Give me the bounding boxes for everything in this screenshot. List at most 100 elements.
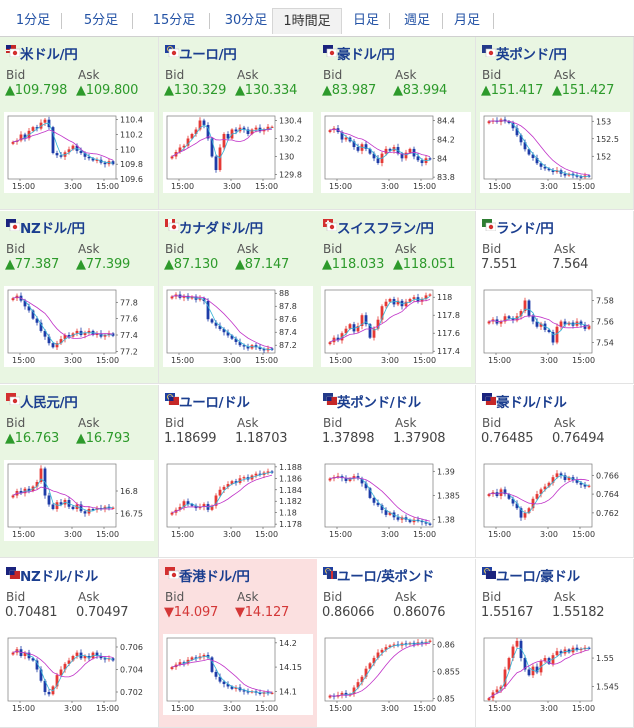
pair-name-link[interactable]: ユーロ/円 [179,47,237,63]
y-tick-label: 1.385 [437,492,460,501]
ma-slow-line [488,478,590,505]
candle [31,125,35,133]
candle [226,131,230,141]
candle [23,132,27,142]
tab-8[interactable]: 月足 [453,13,480,28]
candlestick-chart[interactable]: 1.188 1.186 1.184 1.182 1.18 1.178 15:00 3:00 15… [163,460,313,541]
pair-name-link[interactable]: NZドル/円 [20,221,85,237]
candle [376,155,380,165]
gb-us-flag-icon [323,393,337,405]
pair-name-link[interactable]: 英ポンド/円 [496,47,567,63]
tab-4[interactable]: 30分足 [224,13,268,28]
candle [67,146,71,155]
x-tick-label: 3:00 [540,530,558,539]
pair-name-link[interactable]: 英ポンド/ドル [337,395,421,411]
candle [43,329,47,340]
candle [242,475,246,482]
y-tick-label: 110.2 [120,131,143,140]
pair-name-link[interactable]: 豪ドル/ドル [496,395,567,411]
candle [234,685,238,692]
candlestick-chart[interactable]: 0.706 0.704 0.702 15:00 3:00 15:00 [4,634,154,715]
pair-name-link[interactable]: スイスフラン/円 [337,221,434,237]
ask-value: 0.86076 [393,605,446,620]
candlestick-chart[interactable]: 110.4 110.2 110 109.8 109.6 15:00 3:00 15:00 [4,112,154,193]
candlestick-chart[interactable]: 14.2 14.15 14.1 15:00 3:00 15:00 [163,634,313,715]
ask-value: 7.564 [552,257,589,272]
candlestick-chart[interactable]: 130.4 130.2 130 129.8 15:00 3:00 15:00 [163,112,313,193]
tab-6[interactable]: 日足 [352,13,379,28]
candlestick-chart[interactable]: 1.55 1.545 15:00 3:00 15:00 [480,634,630,715]
candle [539,321,543,331]
candlestick-chart[interactable]: 7.58 7.56 7.54 15:00 3:00 15:00 [480,286,630,367]
candle [539,487,543,498]
pair-name-link[interactable]: 米ドル/円 [20,47,78,63]
ma-fast-line [171,295,273,350]
ask-label: Ask [395,590,417,604]
y-tick-label: 84 [437,154,447,163]
candle [384,146,388,156]
y-tick-label: 110.4 [120,116,143,125]
tab-3[interactable]: 15分足 [152,13,196,28]
candle [511,316,515,324]
candle [487,119,491,125]
pair-name-link[interactable]: カナダドル/円 [179,221,263,237]
tab-2[interactable]: 5分足 [83,13,119,28]
x-tick-label: 15:00 [96,356,119,365]
candle [222,485,226,494]
candlestick-chart[interactable]: 84.4 84.2 84 83.8 15:00 3:00 15:00 [321,112,471,193]
candle [420,518,424,526]
pair-name-link[interactable]: ランド/円 [496,221,554,237]
y-tick-label: 130.2 [279,135,302,144]
y-tick-label: 87.2 [279,341,297,350]
x-tick-label: 15:00 [329,530,352,539]
x-tick-label: 15:00 [171,356,194,365]
bid-label: Bid [165,242,185,256]
candle [380,648,384,656]
candle [210,656,214,674]
candle [11,651,15,656]
candle [202,118,206,129]
candle [428,157,432,161]
pair-name-link[interactable]: 香港ドル/円 [179,569,250,585]
tab-1[interactable]: 1分足 [15,13,51,28]
pair-name-link[interactable]: ユーロ/ドル [179,395,250,411]
ask-label: Ask [395,68,417,82]
candlestick-chart[interactable]: 1.39 1.385 1.38 15:00 3:00 15:00 [321,460,471,541]
candlestick-chart[interactable]: 88 87.8 87.6 87.4 87.2 15:00 3:00 15:00 [163,286,313,367]
candlestick-chart[interactable]: 153 152.5 152 15:00 3:00 15:00 [480,112,630,193]
candle [400,515,404,524]
candle [214,669,218,680]
pair-name-link[interactable]: ユーロ/豪ドル [496,569,580,585]
candlestick-chart[interactable]: 77.8 77.6 77.4 77.2 15:00 3:00 15:00 [4,286,154,367]
us-jp-flag-icon [6,45,20,57]
hk-jp-flag-icon [165,567,179,579]
y-tick-label: 16.75 [120,510,143,519]
pair-name-link[interactable]: 人民元/円 [20,395,78,411]
ask-label: Ask [237,590,259,604]
candlestick-chart[interactable]: 118 117.8 117.6 117.4 15:00 3:00 15:00 [321,286,471,367]
tab-5[interactable]: 1時間足 [272,8,342,34]
y-tick-label: 1.184 [279,486,302,495]
candlestick-chart[interactable]: 0.86 0.855 0.85 15:00 3:00 15:00 [321,634,471,715]
tab-7[interactable]: 週足 [403,13,430,28]
candle [372,151,376,162]
candle [519,506,523,521]
candlestick-chart[interactable]: 0.766 0.764 0.762 15:00 3:00 15:00 [480,460,630,541]
candle [364,480,368,491]
ma-fast-line [12,650,114,692]
candle [75,650,79,659]
candlestick-chart[interactable]: 16.8 16.75 15:00 3:00 15:00 [4,460,154,541]
pair-name-link[interactable]: ユーロ/英ポンド [337,569,435,585]
candle [487,696,491,701]
y-tick-label: 117.6 [437,329,460,338]
y-tick-label: 77.2 [120,347,138,356]
ask-value: 0.76494 [552,431,605,446]
x-tick-label: 15:00 [488,530,511,539]
rate-panel: 英ポンド/円 Bid Ask ▲151.417 ▲151.427 153 152.5 152 1… [476,37,634,210]
candle [270,470,274,474]
pair-name-link[interactable]: 豪ドル/円 [337,47,395,63]
x-tick-label: 15:00 [255,356,278,365]
pair-name-link[interactable]: NZドル/ドル [20,569,98,585]
x-tick-label: 15:00 [96,182,119,191]
